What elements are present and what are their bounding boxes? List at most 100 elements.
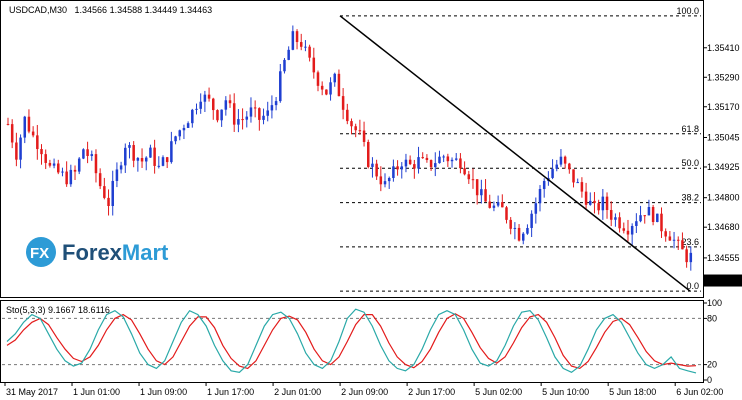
candle-body: [144, 157, 148, 162]
stoch-signal-line: [6, 313, 697, 370]
candle-body: [249, 107, 253, 117]
candle-body: [542, 181, 546, 190]
candle-body: [228, 100, 232, 104]
candle-body: [31, 131, 35, 136]
candle-body: [182, 127, 186, 131]
price-axis-tick-label: 1.34680: [707, 222, 740, 232]
candle-body: [212, 98, 215, 111]
candle-body: [266, 110, 269, 116]
candle-body: [203, 94, 207, 102]
candle-body: [191, 109, 194, 124]
candle-body: [597, 203, 600, 211]
candle-body: [593, 200, 596, 204]
candle-body: [10, 124, 14, 143]
candle-body: [157, 165, 161, 167]
candle-body: [44, 154, 47, 163]
candle-body: [90, 154, 94, 156]
candle-body: [622, 228, 626, 231]
candle-body: [262, 115, 265, 120]
candle-body: [6, 123, 10, 125]
brand-suffix: Mart: [122, 240, 169, 265]
candle-body: [404, 159, 408, 167]
candle-body: [446, 156, 450, 162]
candle-body: [563, 156, 567, 164]
fib-level-label: 38.2: [681, 193, 699, 203]
candle-body: [463, 168, 466, 175]
candle-body: [103, 186, 106, 198]
candle-body: [534, 203, 538, 214]
candle-body: [253, 107, 257, 109]
candle-body: [434, 163, 437, 168]
candle-body: [77, 158, 81, 172]
stoch-axis-tick-label: 100: [707, 298, 722, 308]
candle-body: [48, 162, 52, 166]
time-axis-tick-label: 2 Jun 17:00: [408, 387, 455, 397]
candle-body: [526, 227, 529, 234]
time-axis-tick-label: 5 Jun 02:00: [475, 387, 522, 397]
candle-body: [408, 159, 412, 165]
candle-body: [73, 169, 77, 172]
symbol-text: USDCAD,M30: [9, 5, 67, 15]
candle-body: [245, 116, 249, 120]
fib-level-label: 100.0: [676, 6, 699, 16]
candle-body: [371, 163, 374, 167]
candle-body: [170, 141, 173, 163]
candle-body: [459, 158, 462, 169]
candle-body: [61, 171, 64, 173]
candle-body: [304, 46, 307, 48]
candle-body: [346, 109, 349, 122]
price-axis-tick-label: 1.34800: [707, 193, 740, 203]
candle-body: [165, 157, 169, 163]
candle-body: [681, 240, 684, 250]
candle-body: [521, 233, 525, 241]
candle-body: [664, 231, 667, 237]
price-axis-tick-label: 1.34925: [707, 162, 740, 172]
candle-body: [626, 230, 630, 235]
candle-body: [383, 181, 387, 185]
candle-body: [279, 71, 282, 102]
time-axis-tick-label: 2 Jun 09:00: [341, 387, 388, 397]
candle-body: [400, 166, 404, 170]
time-axis-tick-label: 1 Jun 01:00: [73, 387, 120, 397]
candle-body: [559, 156, 563, 165]
candle-body: [660, 213, 663, 232]
candle-body: [442, 156, 445, 158]
candle-body: [584, 191, 588, 205]
candle-body: [69, 169, 73, 185]
candle-body: [128, 145, 131, 148]
trend-line: [339, 15, 691, 292]
candle-body: [283, 59, 286, 72]
time-axis-tick-label: 5 Jun 10:00: [542, 387, 589, 397]
candle-body: [555, 164, 559, 169]
candle-body: [224, 100, 228, 110]
time-axis-tick-label: 5 Jun 18:00: [609, 387, 656, 397]
candle-body: [149, 147, 152, 158]
price-panel-frame: [0, 0, 704, 298]
time-axis-tick-label: 6 Jun 02:00: [676, 387, 723, 397]
candle-body: [15, 142, 18, 160]
candle-body: [186, 123, 190, 128]
candle-body: [287, 49, 290, 60]
candle-body: [325, 89, 328, 95]
candle-body: [94, 154, 98, 174]
candle-body: [492, 205, 496, 208]
candle-body: [350, 121, 353, 127]
candle-body: [98, 173, 102, 187]
candle-body: [119, 165, 123, 170]
stoch-axis-tick-label: 80: [707, 313, 717, 323]
fib-level-label: 0.0: [686, 281, 699, 291]
chart-symbol-label: USDCAD,M30 1.34566 1.34588 1.34449 1.344…: [9, 5, 212, 15]
price-axis-tick-label: 1.35170: [707, 102, 740, 112]
forexmart-watermark: FX ForexMart: [26, 237, 169, 267]
stoch-indicator-title: Sto(5,3,3) 9.1667 18.6116: [6, 305, 110, 315]
candle-body: [258, 108, 261, 120]
candle-body: [362, 130, 366, 142]
candle-body: [630, 225, 634, 235]
candle-body: [551, 168, 554, 178]
stoch-panel-frame: [0, 300, 704, 383]
time-axis-tick-label: 1 Jun 09:00: [140, 387, 187, 397]
candle-body: [618, 217, 621, 229]
candle-body: [237, 119, 240, 125]
